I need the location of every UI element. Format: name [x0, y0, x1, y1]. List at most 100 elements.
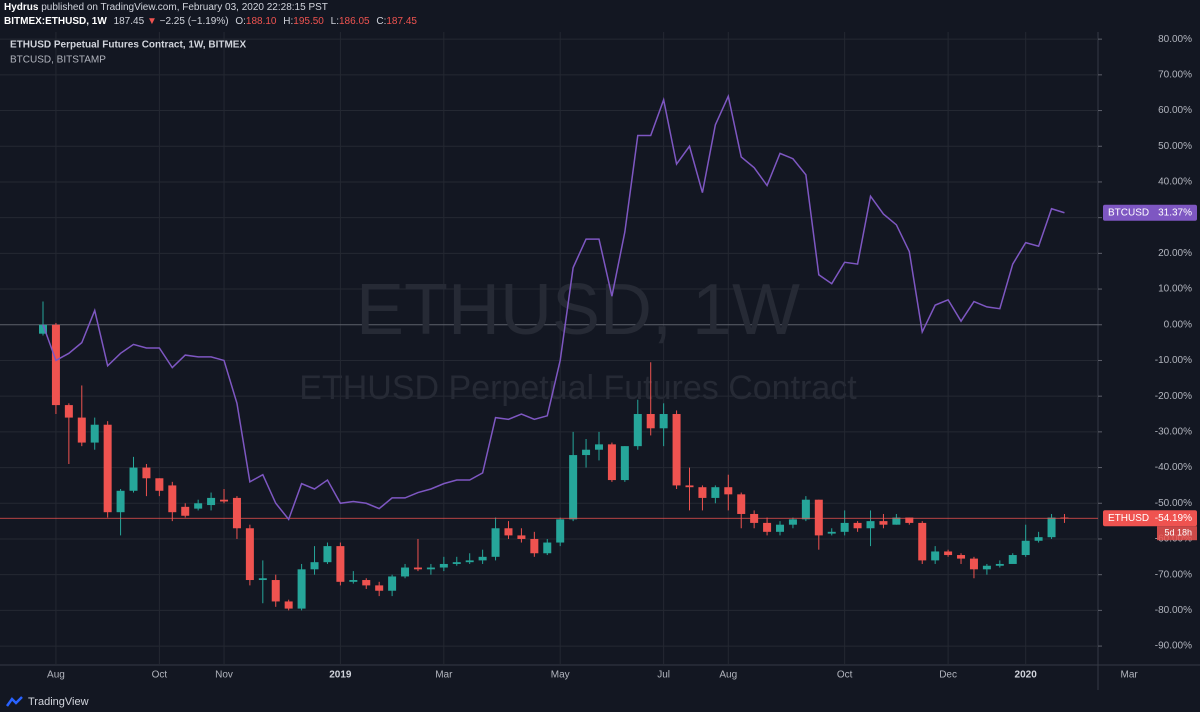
ohlc-key: C:	[376, 16, 387, 27]
candle-body	[245, 528, 254, 581]
y-tick-label: -40.00%	[1155, 462, 1192, 473]
header: Hydrus published on TradingView.com, Feb…	[4, 1, 417, 29]
candle-body	[698, 487, 707, 498]
candle-body	[362, 580, 371, 586]
candle-body	[349, 580, 358, 582]
candle-body	[439, 563, 448, 568]
x-tick-label: Oct	[837, 670, 853, 681]
candle-body	[90, 424, 99, 443]
candle-body	[155, 478, 164, 491]
author: Hydrus	[4, 2, 39, 13]
chart: Aug Oct Nov 2019 Mar May Jul Aug Oct Dec 2020 Mar 80…	[0, 32, 1200, 690]
candle-body	[776, 524, 785, 532]
candle-body	[905, 517, 914, 523]
badge-value: -54.19%	[1155, 513, 1192, 524]
candle-body	[866, 521, 875, 529]
ohlc-value: 188.10	[245, 16, 277, 27]
x-tick-label: May	[551, 670, 570, 681]
ohlc-value: 186.05	[339, 16, 370, 27]
publish-line: Hydrus published on TradingView.com, Feb…	[4, 1, 417, 15]
countdown: 5d 18h	[1164, 528, 1192, 538]
x-tick-label: Mar	[435, 670, 453, 681]
badge-name: BTCUSD	[1108, 207, 1149, 218]
change-arrow: ▼	[146, 16, 157, 27]
candle-body	[284, 601, 293, 609]
y-tick-label: -50.00%	[1155, 498, 1192, 509]
x-tick-label: Dec	[939, 670, 957, 681]
change: −2.25 (−1.19%)	[159, 16, 229, 27]
price-badge	[1103, 204, 1197, 221]
candle-body	[918, 522, 927, 561]
candle-body	[258, 578, 267, 581]
y-tick-label: 20.00%	[1158, 248, 1192, 259]
candle-body	[465, 560, 474, 563]
last-price: 187.45	[113, 16, 145, 27]
y-tick-label: -80.00%	[1155, 605, 1192, 616]
candle-body	[530, 538, 539, 554]
candle-body	[375, 585, 384, 591]
candle-body	[51, 324, 60, 406]
candle-body	[220, 499, 229, 502]
symbol: BITMEX:ETHUSD, 1W	[4, 16, 107, 27]
candle-body	[452, 562, 461, 564]
candle-body	[232, 497, 241, 529]
candle-body	[504, 528, 513, 536]
x-tick-label: Nov	[215, 670, 233, 681]
line-series	[42, 93, 1065, 521]
candle-body	[103, 424, 112, 513]
watermark: ETHUSD, 1W	[356, 270, 800, 350]
candle-body	[401, 567, 410, 577]
countdown-badge	[1157, 526, 1197, 541]
candle-body	[77, 417, 86, 443]
candle-body	[1034, 537, 1043, 541]
y-tick-label: -10.00%	[1155, 355, 1192, 366]
candle-body	[659, 414, 668, 429]
ohlc-value: 195.50	[293, 16, 324, 27]
y-tick-label: 10.00%	[1158, 284, 1192, 295]
ohlc-value: 187.45	[386, 16, 417, 27]
candle-body	[957, 555, 966, 559]
candle-body	[944, 551, 953, 556]
y-tick-label: -70.00%	[1155, 569, 1192, 580]
candle-body	[607, 444, 616, 481]
candle-body	[995, 563, 1004, 566]
candle-body	[336, 546, 345, 582]
candle-body	[724, 487, 733, 495]
brand: TradingView	[28, 696, 89, 708]
candle-body	[969, 558, 978, 570]
candle-body	[297, 569, 306, 609]
candle-body	[39, 324, 47, 334]
candle-body	[711, 487, 720, 498]
badge-name: ETHUSD	[1108, 513, 1149, 524]
y-tick-label: 80.00%	[1158, 34, 1192, 45]
candle-body	[129, 467, 138, 491]
candle-body	[853, 522, 862, 529]
x-tick-label: Oct	[152, 670, 168, 681]
candle-body	[931, 551, 940, 561]
candle-body	[194, 503, 203, 509]
candle-body	[142, 467, 151, 479]
candle-body	[879, 521, 888, 525]
ohlc-key: L:	[330, 16, 339, 27]
candle-body	[1008, 555, 1017, 564]
badge-value: 31.37%	[1158, 207, 1192, 218]
y-tick-label: 70.00%	[1158, 69, 1192, 80]
candle-body	[982, 565, 991, 570]
y-tick-label: 60.00%	[1158, 105, 1192, 116]
quote-line: BITMEX:ETHUSD, 1W 187.45 ▼ −2.25 (−1.19%…	[4, 15, 417, 29]
x-tick-label: Jul	[657, 670, 670, 681]
candle-body	[517, 535, 526, 539]
x-tick-label: 2020	[1015, 670, 1038, 681]
candle-body	[1021, 540, 1030, 556]
candle-body	[207, 497, 216, 506]
legend-entry: ETHUSD Perpetual Futures Contract, 1W, B…	[10, 40, 246, 51]
candle-body	[582, 449, 591, 456]
candle-body	[271, 580, 280, 602]
candle-body	[620, 446, 629, 481]
candle-body	[64, 405, 73, 418]
candle-body	[181, 506, 190, 516]
x-tick-label: 2019	[329, 670, 352, 681]
logo	[6, 696, 23, 707]
candle-body	[594, 444, 603, 450]
